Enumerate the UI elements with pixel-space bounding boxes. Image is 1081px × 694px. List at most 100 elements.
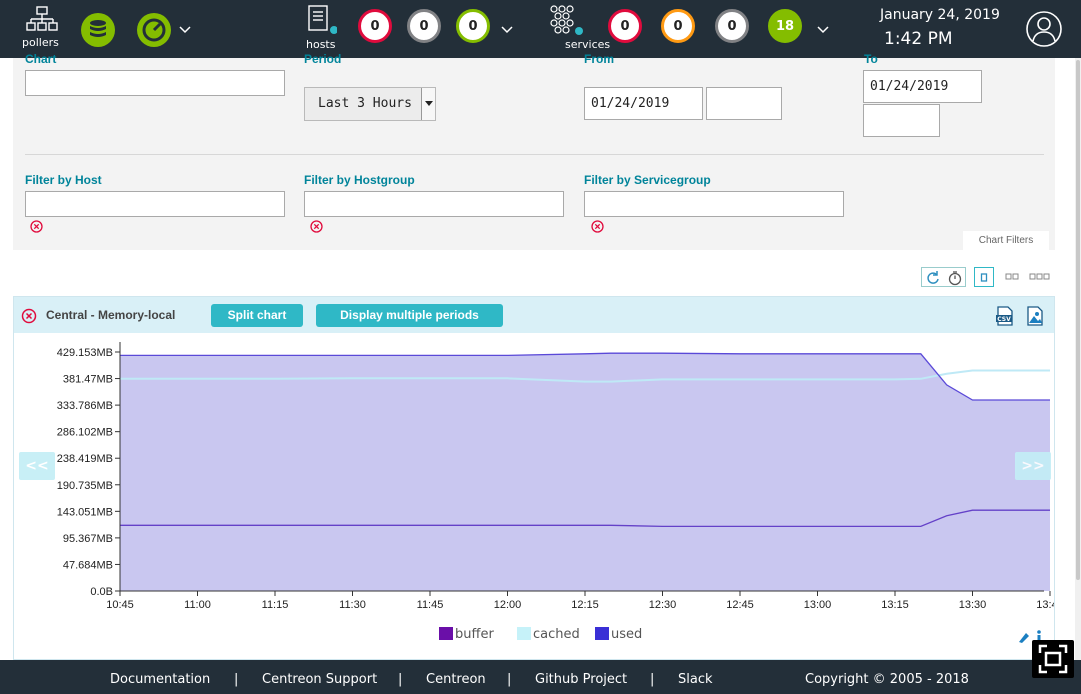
database-icon[interactable] bbox=[80, 12, 116, 48]
current-time: 1:42 PM bbox=[884, 29, 953, 49]
services-unknown-count[interactable]: 0 bbox=[715, 9, 749, 43]
layout-triple-icon[interactable] bbox=[1029, 273, 1051, 281]
period-label: Period bbox=[304, 52, 342, 66]
legend-swatch-used bbox=[595, 627, 609, 640]
user-avatar-icon[interactable] bbox=[1025, 10, 1063, 48]
refresh-icon bbox=[927, 271, 939, 284]
pollers-label[interactable]: pollers bbox=[22, 36, 59, 49]
layout-single-icon bbox=[980, 273, 988, 282]
chevron-down-icon[interactable] bbox=[178, 23, 192, 37]
x-tick-label: 12:30 bbox=[649, 599, 677, 611]
filter-host-input[interactable] bbox=[25, 191, 285, 217]
y-tick-label: 47.684MB bbox=[63, 559, 113, 571]
fullscreen-button[interactable] bbox=[1032, 640, 1074, 678]
services-ok-count[interactable]: 18 bbox=[768, 9, 802, 43]
edit-info-icons[interactable] bbox=[1017, 629, 1045, 645]
display-multiple-periods-button[interactable]: Display multiple periods bbox=[316, 304, 503, 327]
to-date-input[interactable] bbox=[863, 70, 982, 103]
from-time-input[interactable] bbox=[706, 87, 782, 120]
filter-hostgroup-input[interactable] bbox=[304, 191, 564, 217]
pollers-icon[interactable] bbox=[24, 6, 62, 32]
top-bar: pollers hosts 0 0 0 bbox=[0, 0, 1081, 58]
legend-swatch-buffer bbox=[439, 627, 453, 640]
footer-link-centreon-support[interactable]: Centreon Support bbox=[262, 672, 378, 687]
chevron-down-icon[interactable] bbox=[500, 23, 514, 37]
filter-servicegroup-input[interactable] bbox=[584, 191, 844, 217]
prev-period-button[interactable]: << bbox=[19, 452, 55, 480]
timer-icon bbox=[948, 271, 962, 286]
y-tick-label: 429.153MB bbox=[57, 347, 113, 359]
x-tick-label: 11:00 bbox=[184, 599, 211, 611]
split-chart-button[interactable]: Split chart bbox=[211, 304, 303, 327]
chart-title: Central - Memory-local bbox=[46, 308, 176, 322]
gauge-icon[interactable] bbox=[136, 12, 172, 48]
footer-link-github[interactable]: Github Project bbox=[535, 672, 628, 687]
next-period-button[interactable]: >> bbox=[1015, 452, 1051, 480]
close-chart-icon[interactable] bbox=[21, 308, 37, 324]
csv-export-icon[interactable]: CSV bbox=[995, 306, 1015, 326]
chart-filters-tab[interactable]: Chart Filters bbox=[963, 231, 1049, 251]
footer-link-centreon[interactable]: Centreon bbox=[426, 672, 486, 687]
x-tick-label: 13:00 bbox=[804, 599, 832, 611]
hosts-down-count[interactable]: 0 bbox=[358, 9, 392, 43]
x-tick-label: 13:45 bbox=[1036, 599, 1054, 611]
y-tick-label: 0.0B bbox=[90, 586, 113, 598]
clear-hostgroup-icon[interactable] bbox=[310, 220, 323, 233]
refresh-timer-toggle[interactable] bbox=[921, 267, 966, 287]
current-date: January 24, 2019 bbox=[880, 7, 1000, 23]
filter-servicegroup-label: Filter by Servicegroup bbox=[584, 173, 711, 187]
from-date-input[interactable] bbox=[584, 87, 703, 120]
chart-panel: Central - Memory-local Split chart Displ… bbox=[13, 296, 1055, 660]
clear-host-icon[interactable] bbox=[30, 220, 43, 233]
y-tick-label: 381.47MB bbox=[63, 374, 113, 386]
filter-host-label: Filter by Host bbox=[25, 173, 102, 187]
y-tick-label: 238.419MB bbox=[57, 453, 113, 465]
y-tick-label: 95.367MB bbox=[63, 533, 113, 545]
legend-label-buffer: buffer bbox=[455, 627, 494, 642]
period-select-value: Last 3 Hours bbox=[318, 96, 412, 111]
y-tick-label: 333.786MB bbox=[57, 400, 113, 412]
svg-text:CSV: CSV bbox=[997, 316, 1011, 323]
footer-link-documentation[interactable]: Documentation bbox=[110, 672, 211, 687]
x-tick-label: 12:00 bbox=[494, 599, 522, 611]
period-select[interactable]: Last 3 Hours bbox=[304, 87, 436, 121]
chevron-down-icon[interactable] bbox=[816, 23, 830, 37]
x-tick-label: 11:30 bbox=[339, 599, 366, 611]
x-tick-label: 12:45 bbox=[726, 599, 754, 611]
footer: Documentation | Centreon Support | Centr… bbox=[0, 660, 1081, 694]
y-tick-label: 143.051MB bbox=[57, 506, 113, 518]
services-label[interactable]: services bbox=[565, 38, 611, 51]
clear-servicegroup-icon[interactable] bbox=[591, 220, 604, 233]
layout-double-icon[interactable] bbox=[1005, 273, 1019, 281]
chart-label: Chart bbox=[25, 52, 57, 66]
chart-input[interactable] bbox=[25, 70, 285, 96]
footer-link-slack[interactable]: Slack bbox=[678, 672, 713, 687]
legend-label-used: used bbox=[611, 627, 642, 642]
x-tick-label: 11:45 bbox=[417, 599, 444, 611]
legend-swatch-cached bbox=[517, 627, 531, 640]
services-critical-count[interactable]: 0 bbox=[608, 9, 642, 43]
hosts-up-count[interactable]: 0 bbox=[456, 9, 490, 43]
x-tick-label: 10:45 bbox=[106, 599, 134, 611]
buffer-line bbox=[120, 509, 1050, 528]
fullscreen-icon bbox=[1038, 644, 1068, 674]
to-time-input[interactable] bbox=[863, 104, 940, 137]
page-scrollbar-thumb[interactable] bbox=[1076, 60, 1080, 580]
from-label: From bbox=[584, 52, 614, 66]
services-warning-count[interactable]: 0 bbox=[661, 9, 695, 43]
y-tick-label: 190.735MB bbox=[57, 480, 113, 492]
hosts-unreachable-count[interactable]: 0 bbox=[407, 9, 441, 43]
chart-filters-panel: Chart Period Last 3 Hours From To Filter… bbox=[13, 52, 1055, 250]
layout-single-button[interactable] bbox=[974, 267, 994, 287]
dropdown-arrow-icon bbox=[421, 88, 435, 120]
chart-header: Central - Memory-local Split chart Displ… bbox=[14, 297, 1054, 333]
x-tick-label: 12:15 bbox=[571, 599, 599, 611]
used-area bbox=[120, 353, 1050, 591]
cached-line bbox=[120, 369, 1050, 383]
x-tick-label: 13:30 bbox=[959, 599, 987, 611]
hosts-label[interactable]: hosts bbox=[306, 38, 336, 51]
image-export-icon[interactable] bbox=[1025, 306, 1045, 326]
hosts-icon[interactable] bbox=[307, 5, 337, 35]
services-icon[interactable] bbox=[548, 4, 584, 38]
